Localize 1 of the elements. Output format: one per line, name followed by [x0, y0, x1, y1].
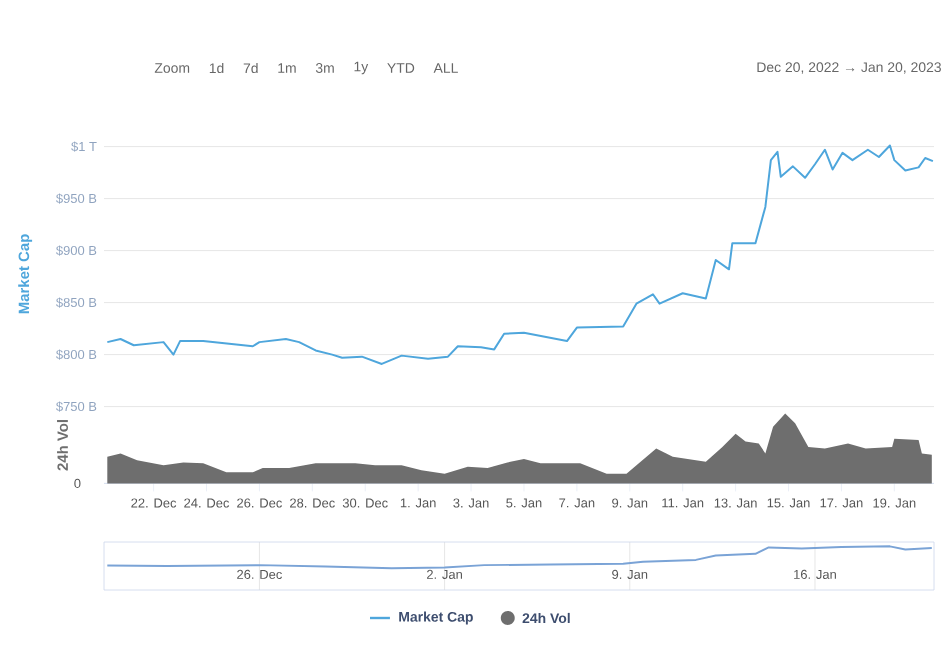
line-series	[106, 144, 934, 365]
